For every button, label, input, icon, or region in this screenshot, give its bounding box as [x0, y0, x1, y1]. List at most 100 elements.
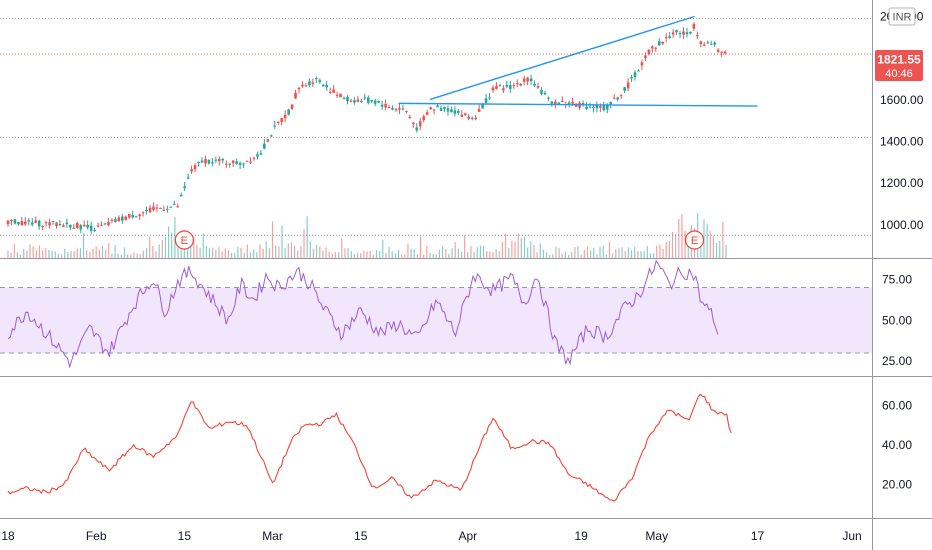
volume-bar	[218, 246, 220, 258]
time-tick-label: Feb	[86, 529, 107, 543]
volume-bar	[580, 254, 582, 258]
candle-body	[93, 229, 96, 231]
volume-bar	[464, 235, 466, 258]
candle-body	[301, 84, 304, 87]
earnings-marker[interactable]: E	[684, 230, 705, 250]
candle-body	[211, 162, 214, 164]
candle-body	[703, 44, 706, 46]
volume-bar	[571, 251, 573, 258]
candle-body	[266, 139, 270, 142]
candle-body	[228, 163, 232, 165]
candle-body	[79, 225, 83, 230]
volume-bar	[73, 251, 75, 258]
candle-body	[401, 108, 405, 110]
candle-body	[89, 225, 93, 231]
candle-body	[360, 100, 363, 102]
candle-body	[24, 221, 27, 225]
volume-bar	[205, 246, 208, 258]
volume-bar	[659, 244, 661, 258]
volume-bar	[190, 240, 192, 258]
volume-bar	[224, 248, 226, 258]
candle-body	[332, 89, 335, 93]
volume-bar	[353, 254, 356, 258]
volume-bar	[67, 252, 69, 258]
volume-bar	[586, 246, 589, 258]
volume-bar	[599, 246, 601, 258]
volume-bar	[174, 217, 176, 258]
candle-body	[224, 163, 228, 165]
volume-bar	[281, 225, 283, 258]
volume-bar	[419, 236, 422, 258]
candle-body	[62, 225, 65, 228]
currency-badge[interactable]	[888, 7, 916, 26]
volume-bar	[441, 246, 444, 258]
volume-bar	[634, 246, 636, 258]
candle-body	[287, 109, 290, 115]
candle-body	[540, 89, 543, 94]
volume-bar	[665, 241, 667, 258]
candle-body	[495, 85, 498, 89]
time-tick-label: 15	[354, 529, 368, 543]
candle-body	[699, 41, 703, 45]
rsi-pane[interactable]	[0, 259, 872, 369]
oscillator-pane[interactable]	[7, 393, 732, 502]
candle-body	[325, 84, 329, 88]
volume-bar	[662, 248, 664, 258]
candle-body	[172, 203, 176, 205]
time-axis[interactable]: 18 Feb 15 Mar 15 Apr 19 May 17 Jun	[1, 529, 861, 543]
volume-bar	[152, 245, 154, 258]
candle-body	[657, 41, 661, 46]
candle-body	[484, 98, 488, 103]
volume-bar	[64, 248, 66, 258]
candle-body	[671, 32, 675, 35]
candle-body	[20, 221, 24, 226]
candle-body	[121, 216, 124, 221]
rsi-line[interactable]	[7, 259, 719, 369]
volume-bar	[605, 254, 607, 258]
oscillator-tick-label: 20.00	[882, 477, 912, 491]
rsi-axis[interactable]: 25.00 50.00 75.00	[882, 272, 912, 368]
candle-body	[644, 55, 647, 59]
volume-bar	[470, 246, 472, 258]
candle-body	[543, 92, 547, 95]
volume-bar	[432, 253, 434, 258]
volume-bar	[89, 251, 91, 258]
volume-bar	[215, 249, 217, 258]
volume-bar	[297, 250, 299, 258]
candle-body	[450, 109, 453, 113]
candle-body	[453, 110, 457, 114]
volume-bar	[278, 246, 280, 258]
volume-bar	[149, 236, 151, 258]
candle-body	[124, 216, 128, 220]
candle-body	[550, 101, 554, 105]
trendline[interactable]	[398, 102, 758, 107]
candle-body	[606, 104, 609, 110]
earnings-circle	[174, 230, 194, 250]
candle-body	[6, 220, 10, 225]
volume-bar	[637, 251, 639, 258]
volume-bar	[649, 253, 652, 258]
volume-bar	[133, 252, 135, 258]
earnings-marker[interactable]: E	[174, 230, 194, 250]
volume-bar	[347, 247, 349, 258]
candle-body	[713, 42, 716, 45]
volume-bar	[397, 249, 400, 258]
oscillator-line[interactable]	[7, 393, 732, 502]
volume-bar	[671, 232, 674, 258]
bar-countdown: 40:46	[885, 68, 913, 80]
volume-bar	[316, 244, 318, 258]
trendline[interactable]	[429, 15, 695, 101]
volume-bar	[401, 254, 403, 258]
candle-body	[269, 135, 273, 137]
oscillator-axis[interactable]: 20.00 40.00 60.00	[882, 399, 912, 492]
volume-bar	[130, 254, 132, 258]
volume-bar	[196, 244, 198, 258]
candle-body	[366, 97, 370, 103]
candle-body	[221, 158, 225, 161]
volume-bar	[574, 247, 576, 258]
price-axis[interactable]: 1000.001200.001400.001600.001800.002000.…	[880, 10, 924, 232]
candle-body	[533, 83, 536, 86]
